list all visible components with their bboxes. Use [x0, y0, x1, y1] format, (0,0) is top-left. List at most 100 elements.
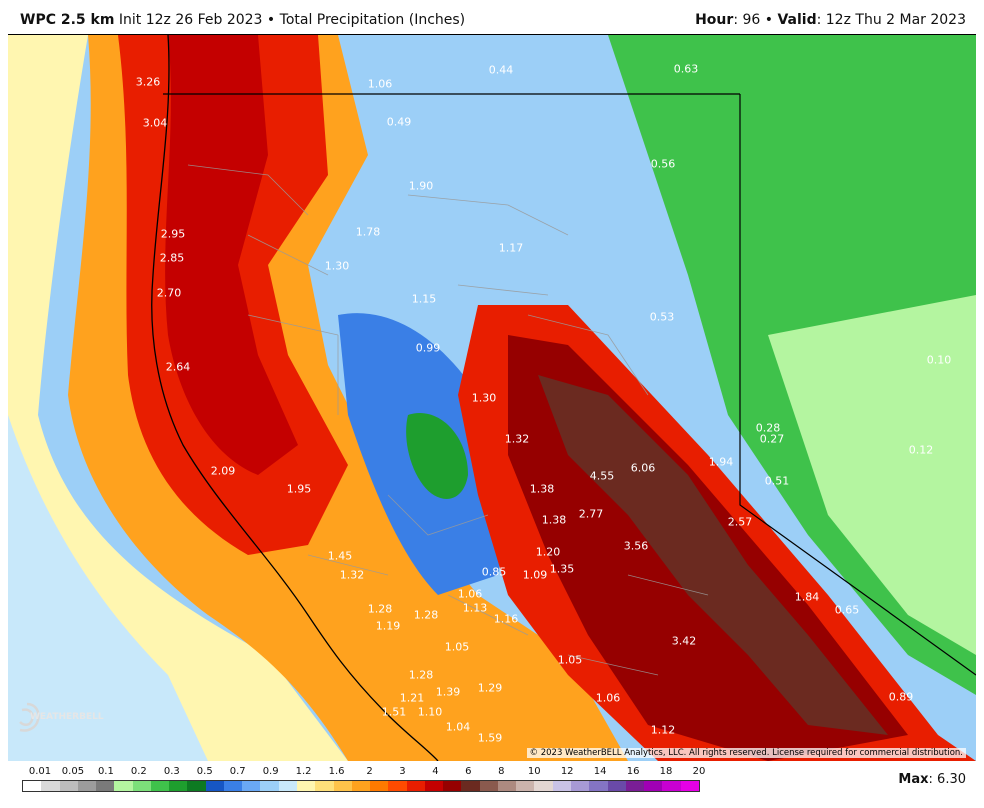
precip-value-label: 1.30 — [324, 259, 350, 273]
legend-swatch — [150, 781, 170, 791]
precip-value-label: 1.29 — [477, 681, 503, 695]
precip-value-label: 1.38 — [541, 513, 567, 527]
precip-value-label: 1.35 — [549, 562, 575, 576]
legend-swatch — [315, 781, 334, 791]
weatherbell-swirl-icon — [19, 702, 40, 732]
legend-tick-label: 12 — [560, 766, 574, 777]
legend-swatch — [260, 781, 279, 791]
legend-tick-label: 4 — [432, 766, 439, 777]
precip-value-label: 0.89 — [888, 690, 914, 704]
precip-value-label: 1.30 — [471, 391, 497, 405]
precip-value-label: 0.53 — [649, 310, 675, 324]
sierra-brown-core — [538, 375, 888, 735]
logo-text: WEATHERBELL — [30, 712, 104, 722]
legend-tick-label: 3 — [399, 766, 406, 777]
precip-value-label: 1.09 — [522, 568, 548, 582]
precip-value-label: 1.45 — [327, 549, 353, 563]
precip-value-label: 1.32 — [339, 568, 365, 582]
precip-value-label: 3.42 — [671, 634, 697, 648]
ocean-far-band — [8, 415, 208, 761]
precip-value-label: 2.95 — [160, 227, 186, 241]
legend-swatch — [278, 781, 297, 791]
legend-tick-label: 0.9 — [262, 766, 279, 777]
precip-value-label: 1.51 — [381, 705, 407, 719]
hour-label: Hour — [695, 12, 734, 28]
precip-value-label: 1.10 — [417, 705, 443, 719]
precip-value-label: 0.99 — [415, 341, 441, 355]
legend-swatch — [351, 781, 371, 791]
legend-tick-label: 18 — [659, 766, 673, 777]
precip-value-label: 1.59 — [477, 731, 503, 745]
precip-value-label: 0.10 — [926, 353, 952, 367]
legend-swatch — [205, 781, 224, 791]
legend-tick-label: 0.2 — [130, 766, 147, 777]
precip-value-label: 1.21 — [399, 691, 425, 705]
weatherbell-logo: WEATHERBELL — [12, 700, 104, 740]
legend-swatch — [59, 781, 78, 791]
max-label: Max — [898, 772, 929, 787]
precip-value-label: 0.44 — [488, 63, 514, 77]
precip-value-label: 1.90 — [408, 179, 434, 193]
legend-swatch — [41, 781, 60, 791]
legend-swatch — [552, 781, 571, 791]
precip-value-label: 6.06 — [630, 461, 656, 475]
legend-swatch — [242, 781, 261, 791]
precip-value-label: 2.70 — [156, 286, 182, 300]
nevada-lightgreen-zone — [768, 295, 976, 655]
legend-tick-label: 1.6 — [328, 766, 345, 777]
coastline — [151, 35, 439, 761]
legend-swatch — [589, 781, 608, 791]
precip-value-label: 1.06 — [457, 587, 483, 601]
valid-label: Valid — [777, 12, 817, 28]
color-legend: 0.01 0.05 0.1 0.2 0.3 0.5 0.7 0.9 1.2 1.6 2 3 4 6 8 10 1… — [0, 760, 984, 808]
precip-value-label: 1.05 — [444, 640, 470, 654]
legend-swatch — [607, 781, 626, 791]
legend-swatch — [497, 781, 517, 791]
precip-value-label: 1.39 — [435, 685, 461, 699]
precip-value-label: 1.15 — [411, 292, 437, 306]
legend-swatch — [479, 781, 498, 791]
precip-value-label: 0.85 — [481, 565, 507, 579]
legend-tick-label: 0.5 — [196, 766, 213, 777]
legend-swatch — [644, 781, 663, 791]
precip-value-label: 1.17 — [498, 241, 524, 255]
precip-value-label: 1.78 — [355, 225, 381, 239]
precip-value-label: 1.28 — [408, 668, 434, 682]
max-value-display: Max: 6.30 — [898, 772, 966, 787]
precip-value-label: 1.32 — [504, 432, 530, 446]
legend-swatch — [114, 781, 133, 791]
copyright-notice: © 2023 WeatherBELL Analytics, LLC. All r… — [526, 748, 966, 758]
legend-swatch — [333, 781, 352, 791]
county-lines — [187, 164, 709, 676]
precip-value-label: 0.12 — [908, 443, 934, 457]
precip-value-label: 1.13 — [462, 601, 488, 615]
precip-value-label: 1.28 — [367, 602, 393, 616]
precip-value-label: 0.63 — [673, 62, 699, 76]
precip-value-label: 0.27 — [759, 432, 785, 446]
legend-tick-label: 10 — [527, 766, 541, 777]
legend-swatch — [406, 781, 425, 791]
legend-tick-label: 0.3 — [163, 766, 180, 777]
legend-tick-label: 16 — [626, 766, 640, 777]
legend-swatch — [370, 781, 389, 791]
precip-value-label: 2.64 — [165, 360, 191, 374]
precipitation-map: © 2023 WeatherBELL Analytics, LLC. All r… — [8, 34, 976, 761]
legend-tick-label: 14 — [593, 766, 607, 777]
precip-value-label: 1.84 — [794, 590, 820, 604]
precip-value-label: 0.28 — [755, 421, 781, 435]
legend-swatch — [680, 781, 699, 791]
precip-value-label: 1.95 — [286, 482, 312, 496]
valid-value: : 12z Thu 2 Mar 2023 — [816, 12, 966, 28]
legend-tick-label: 6 — [465, 766, 472, 777]
state-border-east — [739, 94, 976, 676]
legend-swatch — [169, 781, 188, 791]
legend-swatch — [662, 781, 681, 791]
precip-value-label: 2.09 — [210, 464, 236, 478]
precip-value-label: 3.04 — [142, 116, 168, 130]
precip-value-label: 0.56 — [650, 157, 676, 171]
precip-value-label: 1.05 — [557, 653, 583, 667]
precip-value-label: 1.06 — [367, 77, 393, 91]
legend-swatch — [625, 781, 645, 791]
legend-tick-label: 0.7 — [229, 766, 246, 777]
max-value: : 6.30 — [928, 772, 966, 787]
